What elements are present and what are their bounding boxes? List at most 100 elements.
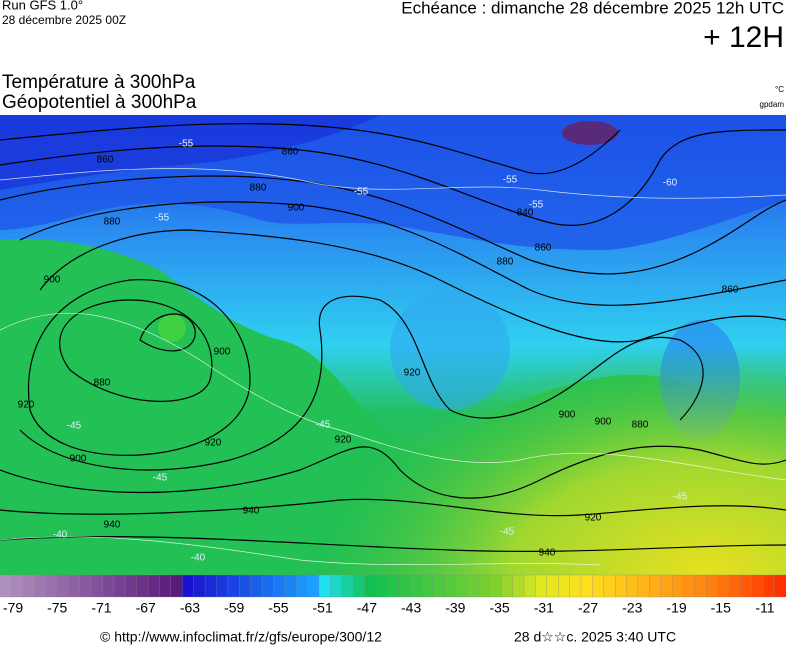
colorbar-tick-label: -79: [3, 600, 23, 616]
colorbar-swatch: [432, 574, 445, 598]
colorbar-tick-label: -27: [578, 600, 598, 616]
colorbar-swatch: [398, 574, 411, 598]
colorbar-tick-label: -55: [268, 600, 288, 616]
geopotential-label: 900: [559, 410, 576, 421]
colorbar-swatch: [375, 574, 388, 598]
field-title: Géopotentiel à 300hPa: [2, 92, 197, 113]
geopotential-label: 940: [539, 548, 556, 559]
colorbar-tick-label: -23: [622, 600, 642, 616]
colorbar-swatch: [68, 574, 81, 598]
colorbar-swatch: [170, 574, 183, 598]
colorbar-swatch: [330, 574, 343, 598]
unit-label: °C: [775, 85, 784, 94]
geopotential-contours: [0, 123, 786, 552]
temperature-isotherms: [0, 168, 786, 566]
colorbar-swatch: [523, 574, 537, 598]
colorbar-swatch: [671, 574, 685, 598]
geopotential-label: 860: [282, 147, 299, 158]
colorbar-swatch: [296, 574, 309, 598]
colorbar-swatch: [318, 574, 331, 598]
temperature-label: -55: [503, 175, 518, 186]
colorbar-tick-label: -31: [534, 600, 554, 616]
colorbar-swatch: [239, 574, 252, 598]
geopotential-label: 860: [722, 285, 739, 296]
colorbar-tick-label: -39: [445, 600, 465, 616]
colorbar-swatch: [273, 574, 286, 598]
colorbar-swatch: [774, 574, 786, 598]
unit-label: gpdam: [760, 100, 785, 109]
geopotential-label: 860: [535, 243, 552, 254]
source-url: © http://www.infoclimat.fr/z/gfs/europe/…: [100, 629, 382, 645]
geopotential-label: 880: [632, 420, 649, 431]
colorbar-swatch: [11, 574, 24, 598]
run-date: 28 décembre 2025 00Z: [2, 13, 126, 27]
colorbar-swatch: [159, 574, 172, 598]
colorbar-swatch: [193, 574, 206, 598]
colorbar-tick-label: -11: [755, 600, 774, 616]
colorbar-tick-label: -19: [666, 600, 686, 616]
colorbar-swatch: [489, 574, 502, 598]
colorbar-tick-label: -35: [489, 600, 509, 616]
colorbar-tick-label: -15: [711, 600, 731, 616]
model-name: Run GFS 1.0°: [2, 0, 83, 12]
colorbar-swatch: [740, 574, 753, 598]
geopotential-label: 900: [214, 347, 231, 358]
colorbar-swatch: [614, 574, 628, 598]
colorbar-swatch: [501, 574, 514, 598]
colorbar-swatch: [136, 574, 149, 598]
colorbar-swatch: [56, 574, 69, 598]
colorbar-tick-label: -51: [313, 600, 333, 616]
temperature-label: -60: [663, 178, 678, 189]
geopotential-label: 840: [517, 208, 534, 219]
valid-time: Echéance : dimanche 28 décembre 2025 12h…: [401, 0, 784, 17]
geopotential-label: 940: [104, 520, 121, 531]
colorbar-swatch: [478, 574, 491, 598]
colorbar-swatch: [637, 574, 650, 598]
colorbar-swatch: [649, 574, 662, 598]
colorbar-tick-label: -75: [47, 600, 67, 616]
colorbar-swatch: [113, 574, 126, 598]
geopotential-label: 920: [205, 438, 222, 449]
colorbar-swatch: [592, 574, 605, 598]
colorbar-swatch: [683, 574, 696, 598]
temperature-label: -45: [67, 421, 82, 432]
colorbar-swatch: [250, 574, 263, 598]
geopotential-label: 920: [18, 400, 35, 411]
colorbar-swatch: [45, 574, 58, 598]
geopotential-label: 900: [44, 275, 61, 286]
colorbar-swatch: [603, 574, 616, 598]
colorbar-swatch: [352, 574, 366, 598]
field-title: Température à 300hPa: [2, 72, 196, 93]
temperature-label: -45: [153, 473, 168, 484]
colorbar-tick-label: -63: [180, 600, 200, 616]
geopotential-label: 900: [70, 454, 87, 465]
colorbar-swatch: [763, 574, 776, 598]
colorbar-tick-label: -43: [401, 600, 421, 616]
colorbar-swatch: [706, 574, 719, 598]
colorbar-swatch: [421, 574, 434, 598]
colorbar-swatch: [409, 574, 423, 598]
geopotential-label: 880: [497, 257, 514, 268]
colorbar-swatch: [751, 574, 764, 598]
temperature-label: -55: [179, 139, 194, 150]
generated-date: 28 d☆☆c. 2025 3:40 UTC: [514, 629, 676, 645]
colorbar-tick-label: -47: [357, 600, 377, 616]
colorbar-swatch: [79, 574, 92, 598]
map-field: [0, 115, 786, 575]
colorbar-swatch: [580, 574, 593, 598]
temperature-label: -55: [529, 200, 544, 211]
geopotential-label: 920: [335, 435, 352, 446]
temperature-label: -55: [354, 187, 369, 198]
colorbar-swatch: [102, 574, 115, 598]
geopotential-label: 860: [97, 155, 114, 166]
temperature-label: -45: [500, 527, 515, 538]
colorbar-swatch: [455, 574, 468, 598]
colorbar-tick-label: -59: [224, 600, 244, 616]
colorbar-swatch: [546, 574, 559, 598]
colorbar-swatch: [204, 574, 218, 598]
colorbar-swatch: [227, 574, 240, 598]
geopotential-label: 880: [94, 378, 111, 389]
colorbar-swatch: [694, 574, 707, 598]
